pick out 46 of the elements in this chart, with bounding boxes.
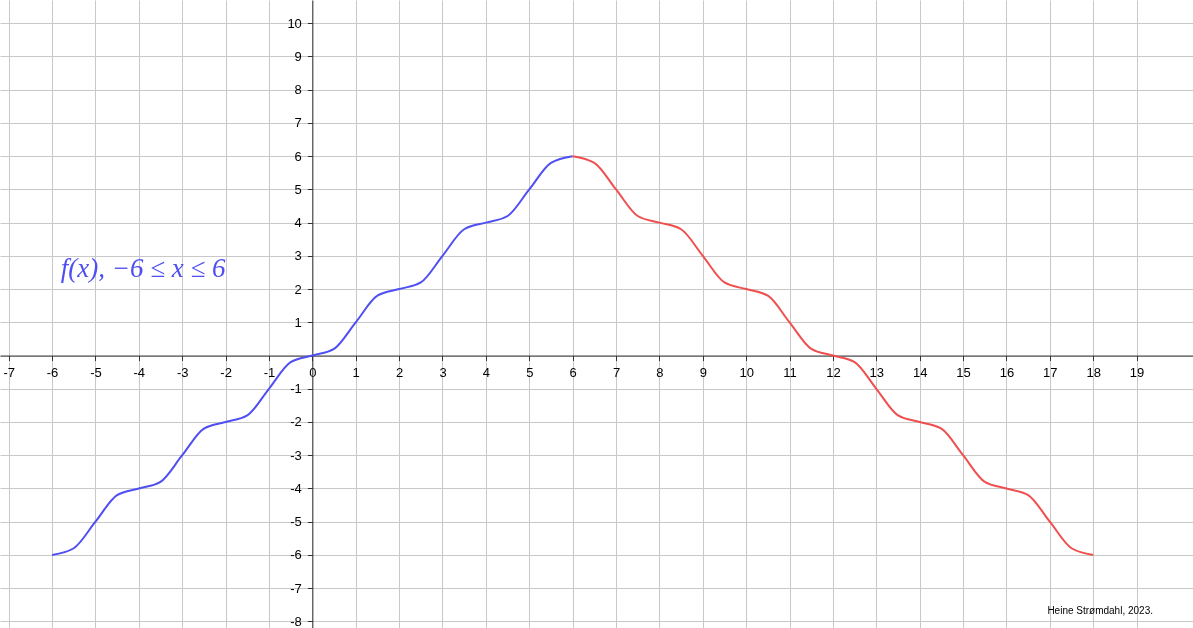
- y-tick-label: 7: [294, 115, 302, 131]
- y-tick-label: 9: [294, 48, 302, 64]
- x-tick-label: 11: [783, 365, 797, 381]
- x-tick-label: 7: [612, 365, 621, 381]
- y-tick-label: -3: [290, 447, 302, 463]
- y-tick-label: 10: [287, 15, 302, 31]
- annotation: Heine Strømdahl, 2023.: [1047, 605, 1153, 616]
- x-tick-label: 3: [439, 365, 447, 381]
- y-tick-label: 2: [294, 281, 302, 297]
- x-tick-label: 10: [739, 365, 754, 381]
- x-tick-label: 15: [956, 365, 971, 381]
- x-tick-label: -6: [46, 365, 59, 381]
- y-tick-label: -4: [290, 480, 302, 496]
- y-tick-label: 5: [294, 181, 302, 197]
- y-tick-label: 6: [294, 148, 302, 164]
- x-tick-label: 19: [1129, 365, 1145, 381]
- y-tick-label: -7: [290, 580, 302, 596]
- x-tick-label: 6: [569, 365, 577, 381]
- y-tick-label: 4: [294, 215, 302, 231]
- x-tick-label: -7: [3, 365, 15, 381]
- x-tick-label: -3: [176, 365, 189, 381]
- x-tick-label: 2: [396, 365, 404, 381]
- x-tick-label: 12: [826, 365, 841, 381]
- x-tick-label: -2: [220, 365, 232, 381]
- x-tick-label: 5: [526, 365, 534, 381]
- x-tick-label: 13: [869, 365, 885, 381]
- x-tick-label: 18: [1086, 365, 1101, 381]
- y-tick-label: -8: [290, 613, 302, 628]
- x-tick-label: 14: [912, 365, 928, 381]
- text: f(x), −6 ≤ x ≤ 6: [60, 253, 227, 284]
- x-tick-label: 9: [699, 365, 707, 381]
- y-tick-label: -1: [290, 381, 302, 397]
- x-tick-label: -5: [90, 365, 102, 381]
- x-tick-label: 8: [656, 365, 664, 381]
- x-tick-label: 17: [1043, 365, 1058, 381]
- y-tick-label: 1: [294, 314, 302, 330]
- x-tick-label: -1: [263, 365, 276, 381]
- x-tick-label: 16: [999, 365, 1015, 381]
- x-tick-label: -4: [133, 365, 146, 381]
- x-tick-label: 4: [482, 365, 490, 381]
- y-tick-label: 8: [294, 82, 302, 98]
- y-tick-label: -6: [290, 547, 302, 563]
- y-tick-label: -2: [290, 414, 302, 430]
- y-tick-label: 3: [294, 248, 302, 264]
- y-tick-label: -5: [290, 514, 302, 530]
- x-tick-label: 1: [352, 365, 360, 381]
